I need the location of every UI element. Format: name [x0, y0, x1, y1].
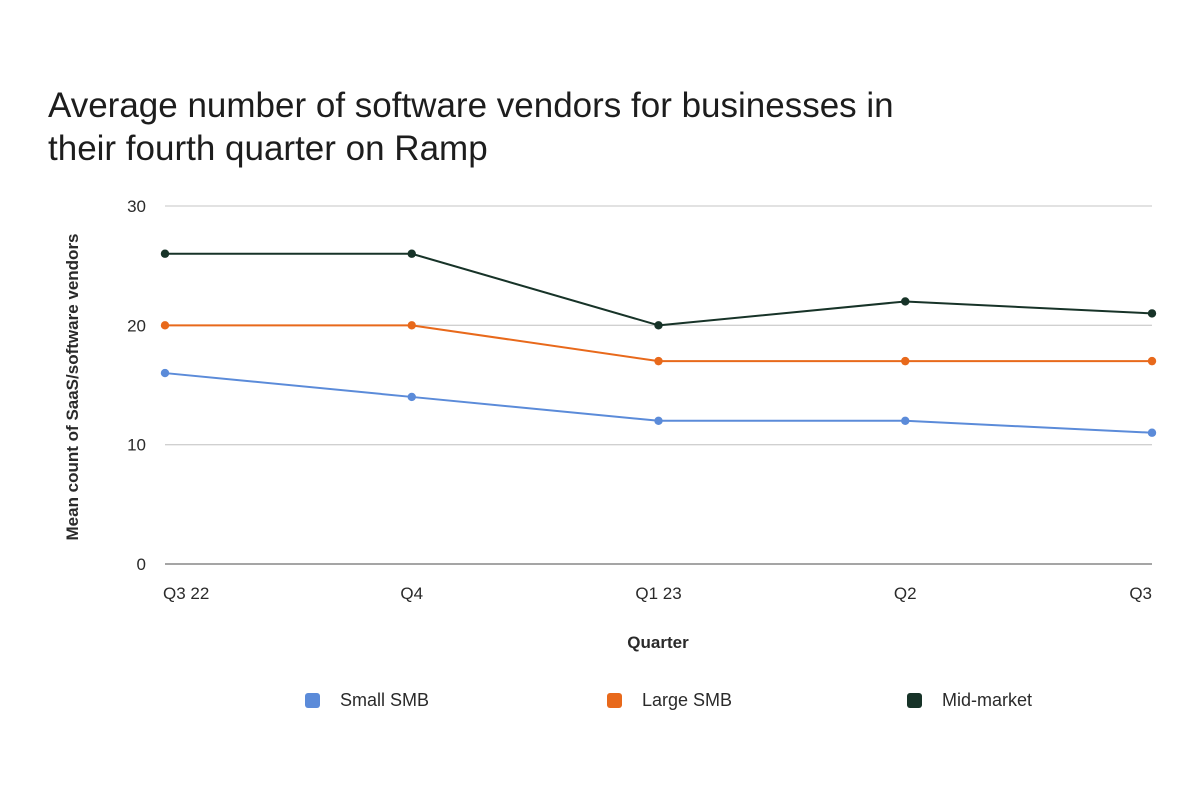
gridlines — [165, 205, 1152, 565]
legend-swatch-small-smb — [305, 692, 320, 708]
x-axis-title: Quarter — [627, 633, 689, 652]
data-point-small-smb — [407, 392, 416, 402]
legend-label-mid-market: Mid-market — [942, 689, 1033, 710]
legend-label-small-smb: Small SMB — [340, 689, 430, 710]
legend: Small SMB Large SMB Mid-market — [0, 688, 1200, 712]
x-tick-label: Q1 23 — [635, 584, 681, 603]
data-point-small-smb — [1147, 428, 1157, 437]
y-axis-ticks: 0 10 20 30 — [127, 197, 146, 574]
y-tick-label: 30 — [127, 197, 146, 216]
data-point-large-smb — [654, 356, 663, 366]
data-point-small-smb — [654, 416, 663, 425]
data-point-small-smb — [160, 368, 170, 378]
data-point-large-smb — [407, 321, 416, 330]
data-point-mid-market — [1147, 309, 1157, 318]
series-line-large-smb — [165, 324, 1152, 363]
series-line-mid-market — [165, 252, 1153, 327]
legend-swatch-mid-market — [907, 692, 922, 708]
y-axis-title: Mean count of SaaS/software vendors — [63, 233, 82, 540]
y-tick-label: 10 — [127, 436, 146, 455]
legend-item-mid-market: Mid-market — [907, 688, 1032, 712]
x-tick-label: Q2 — [894, 584, 917, 603]
series-lines — [160, 249, 1157, 437]
y-tick-label: 0 — [137, 555, 146, 574]
x-tick-label: Q3 22 — [163, 584, 209, 603]
data-point-mid-market — [160, 249, 170, 258]
data-point-mid-market — [654, 321, 663, 330]
legend-swatch-large-smb — [607, 692, 622, 708]
legend-label-large-smb: Large SMB — [642, 689, 733, 710]
data-point-mid-market — [901, 297, 910, 306]
legend-item-small-smb: Small SMB — [305, 688, 429, 712]
data-point-large-smb — [901, 356, 910, 366]
chart-title: Average number of software vendors for b… — [48, 86, 894, 168]
x-tick-label: Q4 — [400, 584, 423, 603]
data-point-small-smb — [901, 416, 910, 425]
x-tick-label: Q3 — [1129, 584, 1152, 603]
y-tick-label: 20 — [127, 316, 146, 335]
data-point-mid-market — [407, 249, 416, 258]
legend-item-large-smb: Large SMB — [607, 688, 732, 712]
data-point-large-smb — [160, 321, 170, 330]
x-axis-ticks: Q3 22 Q4 Q1 23 Q2 Q3 — [163, 584, 1152, 603]
data-point-large-smb — [1147, 356, 1157, 366]
